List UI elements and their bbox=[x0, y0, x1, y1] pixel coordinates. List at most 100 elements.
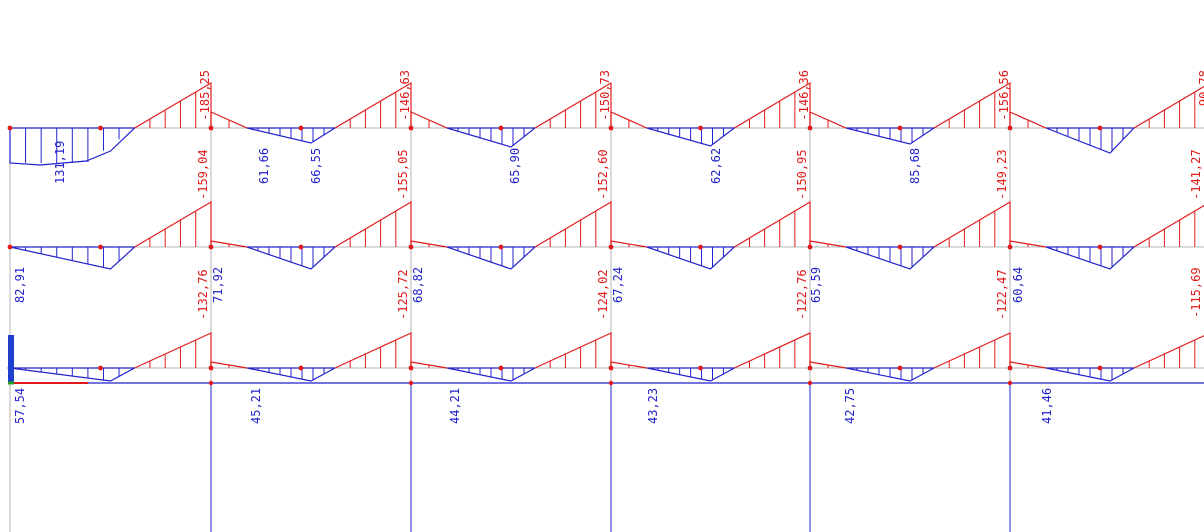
negative-moment-value-top: -185,25 bbox=[198, 70, 212, 121]
span-diagram bbox=[1009, 204, 1204, 270]
midspan-node bbox=[298, 125, 304, 131]
ground-node bbox=[1007, 380, 1013, 386]
negative-moment-value-left: -125,72 bbox=[396, 269, 410, 320]
midspan-node bbox=[1097, 125, 1103, 131]
span-diagram bbox=[809, 200, 1011, 270]
negative-moment-curve-left bbox=[610, 111, 648, 129]
positive-moment-value: 67,24 bbox=[611, 267, 625, 303]
span-diagram bbox=[9, 81, 212, 166]
positive-moment-value: 68,82 bbox=[411, 267, 425, 303]
midspan-node bbox=[698, 125, 703, 131]
midspan-node bbox=[698, 244, 703, 250]
column-node bbox=[807, 244, 813, 250]
positive-moment-value: 57,54 bbox=[13, 388, 27, 424]
span-diagram bbox=[410, 332, 612, 382]
column-node bbox=[1007, 244, 1013, 250]
span-diagram bbox=[210, 81, 412, 144]
span-diagram bbox=[610, 81, 811, 147]
positive-moment-value: 66,55 bbox=[309, 148, 323, 184]
positive-moment-value: 42,75 bbox=[843, 388, 857, 424]
negative-moment-curve-right bbox=[1133, 204, 1204, 248]
frame-nodes bbox=[7, 125, 1103, 386]
negative-moment-value-top: -146,63 bbox=[398, 70, 412, 121]
negative-moment-value-left: -150,95 bbox=[795, 149, 809, 200]
column-node bbox=[208, 365, 214, 371]
negative-moment-curve-left bbox=[410, 111, 448, 129]
span-diagram bbox=[809, 81, 1011, 145]
midspan-node bbox=[897, 365, 903, 371]
positive-moment-value: 82,91 bbox=[13, 267, 27, 303]
negative-moment-value-top: -150,73 bbox=[598, 70, 612, 121]
positive-moment-value: 41,46 bbox=[1040, 388, 1054, 424]
column-node bbox=[608, 125, 614, 131]
midspan-node bbox=[498, 244, 504, 250]
negative-moment-curve-right bbox=[334, 332, 412, 369]
positive-moment-value: 65,59 bbox=[809, 267, 823, 303]
negative-moment-curve-right bbox=[534, 332, 612, 369]
negative-moment-curve-right bbox=[534, 200, 612, 248]
midspan-node bbox=[698, 365, 703, 371]
midspan-node bbox=[98, 244, 103, 250]
negative-moment-value-left: -159,04 bbox=[196, 149, 210, 200]
negative-moment-curve-right bbox=[334, 200, 412, 248]
positive-moment-value: 60,64 bbox=[1011, 267, 1025, 303]
negative-moment-value-left: -152,60 bbox=[596, 149, 610, 200]
midspan-node bbox=[897, 244, 903, 250]
column-node bbox=[608, 244, 614, 250]
span-diagram bbox=[9, 332, 212, 382]
column-node bbox=[408, 244, 414, 250]
negative-moment-curve-right bbox=[1133, 85, 1204, 129]
negative-moment-curve-right bbox=[134, 200, 212, 248]
span-diagram bbox=[210, 332, 412, 382]
ground-node bbox=[807, 380, 813, 386]
positive-moment-value: 62,62 bbox=[709, 148, 723, 184]
span-diagram bbox=[610, 332, 811, 382]
negative-moment-curve-left bbox=[1009, 111, 1047, 129]
positive-moment-value: 85,68 bbox=[908, 148, 922, 184]
column-node bbox=[1007, 365, 1013, 371]
negative-moment-curve-left bbox=[809, 111, 847, 129]
axis-y-bar bbox=[8, 335, 14, 383]
midspan-node bbox=[1097, 244, 1103, 250]
positive-moment-value: 44,21 bbox=[448, 388, 462, 424]
midspan-node bbox=[498, 365, 504, 371]
column-node bbox=[807, 365, 813, 371]
span-diagram bbox=[610, 200, 811, 270]
negative-moment-value-left: -124,02 bbox=[596, 269, 610, 320]
positive-moment-value: 61,66 bbox=[257, 148, 271, 184]
column-node bbox=[408, 365, 414, 371]
negative-moment-curve-right bbox=[134, 332, 212, 369]
ground-node bbox=[208, 380, 214, 386]
negative-moment-curve-right bbox=[1133, 335, 1204, 369]
column-node bbox=[7, 244, 13, 250]
column-node bbox=[408, 125, 414, 131]
midspan-node bbox=[897, 125, 903, 131]
ground-node bbox=[408, 380, 414, 386]
column-node bbox=[807, 125, 813, 131]
negative-moment-value-left: -149,23 bbox=[995, 149, 1009, 200]
negative-moment-curve-right bbox=[933, 332, 1011, 369]
column-node bbox=[1007, 125, 1013, 131]
negative-moment-value-left: -155,05 bbox=[396, 149, 410, 200]
positive-moment-value: 131,19 bbox=[53, 141, 67, 184]
negative-moment-value-top: -156,56 bbox=[997, 70, 1011, 121]
span-diagram bbox=[9, 200, 212, 270]
negative-moment-curve-left bbox=[210, 111, 248, 129]
negative-moment-value-left: -115,69 bbox=[1189, 267, 1203, 318]
span-diagram bbox=[1009, 335, 1204, 382]
negative-moment-curve-right bbox=[734, 200, 811, 248]
negative-moment-value-top: -146,36 bbox=[797, 70, 811, 121]
negative-moment-value-left: -122,76 bbox=[795, 269, 809, 320]
negative-moment-value-left: -141,27 bbox=[1189, 149, 1203, 200]
ground-node bbox=[608, 380, 614, 386]
positive-moment-value: 71,92 bbox=[211, 267, 225, 303]
moment-value-labels: 131,19 61,66 66,55 65,90 62,62 85,68 82,91 71,9… bbox=[13, 70, 1204, 424]
midspan-node bbox=[98, 365, 103, 371]
positive-moment-value: 45,21 bbox=[249, 388, 263, 424]
midspan-node bbox=[1097, 365, 1103, 371]
negative-moment-value-left: -122,47 bbox=[995, 269, 1009, 320]
span-diagram bbox=[210, 200, 412, 270]
span-diagram bbox=[410, 200, 612, 270]
column-node bbox=[7, 125, 13, 131]
